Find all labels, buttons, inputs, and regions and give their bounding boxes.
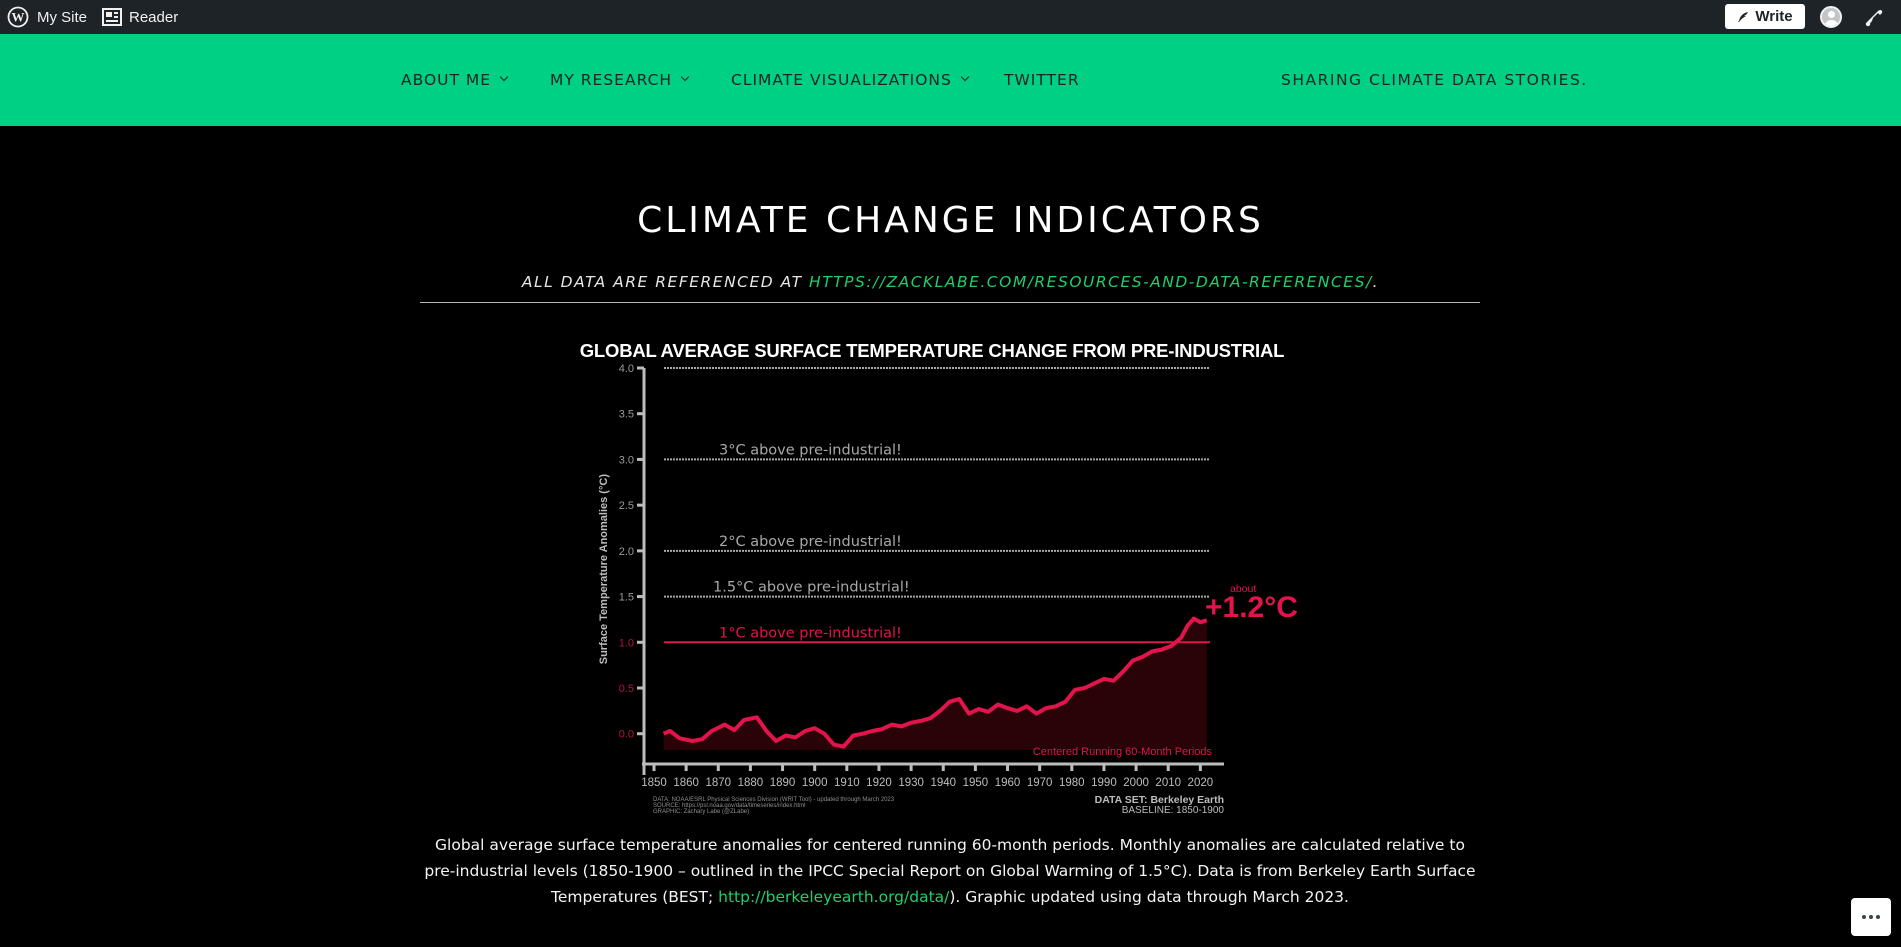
x-tick-label: 2020 [1188, 777, 1214, 789]
feather-pen-icon [1738, 11, 1749, 22]
period-note: Centered Running 60-Month Periods [1033, 746, 1213, 758]
reference-line-label: 3°C above pre-industrial! [719, 442, 902, 458]
notification-bell-icon[interactable] [1862, 5, 1886, 29]
data-source-note: DATA: NOAA/ESRL Physical Sciences Divisi… [653, 797, 895, 803]
write-label: Write [1755, 8, 1793, 25]
chart-title: GLOBAL AVERAGE SURFACE TEMPERATURE CHANG… [579, 340, 1285, 361]
nav-item-my-research[interactable]: MY RESEARCH [550, 68, 690, 92]
x-tick-label: 1940 [930, 777, 956, 789]
more-options-button[interactable] [1851, 898, 1891, 936]
y-tick-label: 0.5 [619, 683, 634, 695]
avatar[interactable] [1820, 6, 1842, 28]
x-tick-label: 2010 [1155, 777, 1181, 789]
chevron-down-icon [680, 72, 690, 82]
reference-line-label: 1°C above pre-industrial! [719, 625, 902, 641]
series-area [663, 618, 1207, 750]
x-tick-label: 1900 [802, 777, 828, 789]
chevron-down-icon [499, 72, 509, 82]
x-tick-label: 1950 [963, 777, 989, 789]
y-tick-label: 3.5 [619, 409, 634, 421]
y-tick-label: 1.0 [619, 637, 634, 649]
caption-text-2: ). Graphic updated using data through Ma… [949, 888, 1349, 906]
write-button[interactable]: Write [1725, 4, 1805, 29]
reader-link[interactable]: Reader [129, 8, 179, 26]
y-tick-label: 4.0 [619, 363, 634, 375]
divider [420, 302, 1480, 303]
chevron-down-icon [960, 72, 970, 82]
reference-line-label: 2°C above pre-industrial! [719, 534, 902, 550]
nav-item-climate-visualizations[interactable]: CLIMATE VISUALIZATIONS [731, 68, 970, 92]
data-reference-suffix: . [1372, 273, 1380, 291]
y-axis-label: Surface Temperature Anomalies (°C) [598, 474, 610, 665]
site-tagline: SHARING CLIMATE DATA STORIES. [1281, 71, 1588, 89]
data-reference-line: ALL DATA ARE REFERENCED AT HTTPS://ZACKL… [0, 273, 1901, 291]
caption-text-1: Global average surface temperature anoma… [424, 836, 1476, 906]
nav-label: TWITTER [1004, 71, 1080, 89]
y-tick-label: 2.5 [619, 500, 634, 512]
baseline-label: BASELINE: 1850-1900 [1122, 805, 1225, 816]
reader-icon[interactable] [102, 0, 122, 34]
data-reference-prefix: ALL DATA ARE REFERENCED AT [521, 273, 810, 291]
series-line [662, 616, 1208, 749]
chart-caption: Global average surface temperature anoma… [420, 832, 1480, 910]
admin-bar: W My Site Reader Write [0, 0, 1901, 34]
x-tick-label: 1870 [705, 777, 731, 789]
x-tick-label: 1930 [898, 777, 924, 789]
x-tick-label: 1860 [673, 777, 699, 789]
x-tick-label: 1960 [995, 777, 1021, 789]
temperature-chart: 3°C above pre-industrial! 2°C above pre-i… [598, 363, 1298, 816]
nav-label: ABOUT ME [401, 71, 492, 89]
main-navigation: ABOUT ME MY RESEARCH CLIMATE VISUALIZATI… [0, 34, 1901, 126]
my-site-link[interactable]: My Site [37, 8, 88, 26]
wordpress-logo-icon[interactable]: W [6, 0, 30, 34]
nav-label: MY RESEARCH [550, 71, 673, 89]
x-tick-label: 1880 [738, 777, 764, 789]
x-tick-label: 1850 [641, 777, 667, 789]
y-tick-label: 3.0 [619, 454, 634, 466]
x-tick-label: 1920 [866, 777, 892, 789]
reference-line-label: 1.5°C above pre-industrial! [713, 580, 910, 596]
x-tick-label: 1980 [1059, 777, 1085, 789]
x-tick-label: 1990 [1091, 777, 1117, 789]
dataset-label: DATA SET: Berkeley Earth [1095, 794, 1224, 806]
nav-item-twitter[interactable]: TWITTER [1004, 68, 1080, 92]
y-tick-label: 2.0 [619, 546, 634, 558]
data-source-note: GRAPHIC: Zachary Labe (@ZLabe) [653, 809, 749, 815]
page-title: CLIMATE CHANGE INDICATORS [637, 200, 1264, 241]
x-tick-label: 1910 [834, 777, 860, 789]
nav-item-about-me[interactable]: ABOUT ME [401, 68, 509, 92]
annotation-about: about [1230, 583, 1256, 595]
x-tick-label: 1970 [1027, 777, 1053, 789]
data-source-note: SOURCE: https://psl.noaa.gov/data/timese… [653, 803, 805, 809]
berkeley-earth-link[interactable]: http://berkeleyearth.org/data/ [718, 888, 950, 906]
svg-text:W: W [12, 10, 25, 25]
annotation-value: +1.2°C [1205, 591, 1298, 624]
data-reference-link[interactable]: HTTPS://ZACKLABE.COM/RESOURCES-AND-DATA-… [809, 273, 1373, 291]
y-tick-label: 1.5 [619, 592, 634, 604]
nav-label: CLIMATE VISUALIZATIONS [731, 71, 952, 89]
x-tick-label: 1890 [770, 777, 796, 789]
x-tick-label: 2000 [1123, 777, 1149, 789]
y-tick-label: 0.0 [619, 729, 634, 741]
